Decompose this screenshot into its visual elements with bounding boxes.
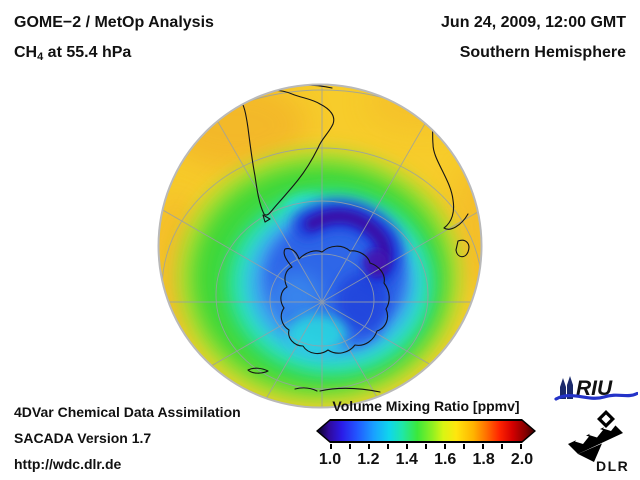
species-level-label: CH4 at 55.4 hPa <box>14 44 132 63</box>
tick-mark <box>520 444 522 449</box>
dlr-bird-icon <box>568 410 623 462</box>
subscript-4: 4 <box>37 51 44 63</box>
tick-mark <box>349 444 351 449</box>
coast-island-south-georgia <box>247 367 269 374</box>
coast-south-america <box>239 89 335 216</box>
coast-antarctica <box>280 245 390 355</box>
coast-tierra-del-fuego <box>262 214 271 223</box>
colorbar-title: Volume Mixing Ratio [ppmv] <box>332 398 520 414</box>
colorbar: Volume Mixing Ratio [ppmv] 1.0 1.2 1.4 1… <box>314 398 538 469</box>
coast-bottom-limb <box>319 387 381 393</box>
version-label: SACADA Version 1.7 <box>14 430 152 446</box>
tick-mark <box>368 444 370 449</box>
colorbar-label-1.0: 1.0 <box>318 451 342 468</box>
header-left: GOME−2 / MetOp Analysis CH4 at 55.4 hPa <box>14 8 214 72</box>
riu-logo: RIU <box>554 376 638 401</box>
colorbar-label-1.4: 1.4 <box>395 451 418 468</box>
footer-credits: 4DVar Chemical Data Assimilation SACADA … <box>14 399 241 477</box>
colorbar-label-1.6: 1.6 <box>434 451 457 468</box>
colorbar-ticks <box>330 444 522 449</box>
assimilation-label: 4DVar Chemical Data Assimilation <box>14 404 241 420</box>
analysis-title: GOME−2 / MetOp Analysis <box>14 14 214 31</box>
hemisphere-label: Southern Hemisphere <box>459 44 626 61</box>
tick-mark <box>330 444 332 449</box>
dlr-logo: DLR <box>568 410 629 474</box>
wdc-url-label: http://wdc.dlr.de <box>14 456 122 472</box>
colorbar-label-1.2: 1.2 <box>357 451 380 468</box>
dlr-logo-text: DLR <box>596 458 629 474</box>
colorbar-gradient <box>316 419 536 443</box>
tick-mark <box>501 444 503 449</box>
riu-logo-text: RIU <box>576 377 613 400</box>
colorbar-label-2.0: 2.0 <box>510 451 534 468</box>
tick-mark <box>387 444 389 449</box>
header-right: Jun 24, 2009, 12:00 GMT Southern Hemisph… <box>441 8 626 68</box>
globe-limb <box>157 83 483 409</box>
cathedral-icon <box>560 376 573 399</box>
tick-mark <box>463 444 465 449</box>
tick-mark <box>444 444 446 449</box>
tick-mark <box>406 444 408 449</box>
colorbar-gradient-fill <box>318 421 534 441</box>
colorbar-labels: 1.0 1.2 1.4 1.6 1.8 2.0 <box>319 451 533 469</box>
datetime-label: Jun 24, 2009, 12:00 GMT <box>441 14 626 31</box>
tick-mark <box>482 444 484 449</box>
colorbar-label-1.8: 1.8 <box>472 451 495 468</box>
coast-island-small <box>294 387 318 392</box>
riu-swoosh-icon <box>554 391 638 401</box>
tick-mark <box>425 444 427 449</box>
coast-madagascar <box>455 239 470 258</box>
